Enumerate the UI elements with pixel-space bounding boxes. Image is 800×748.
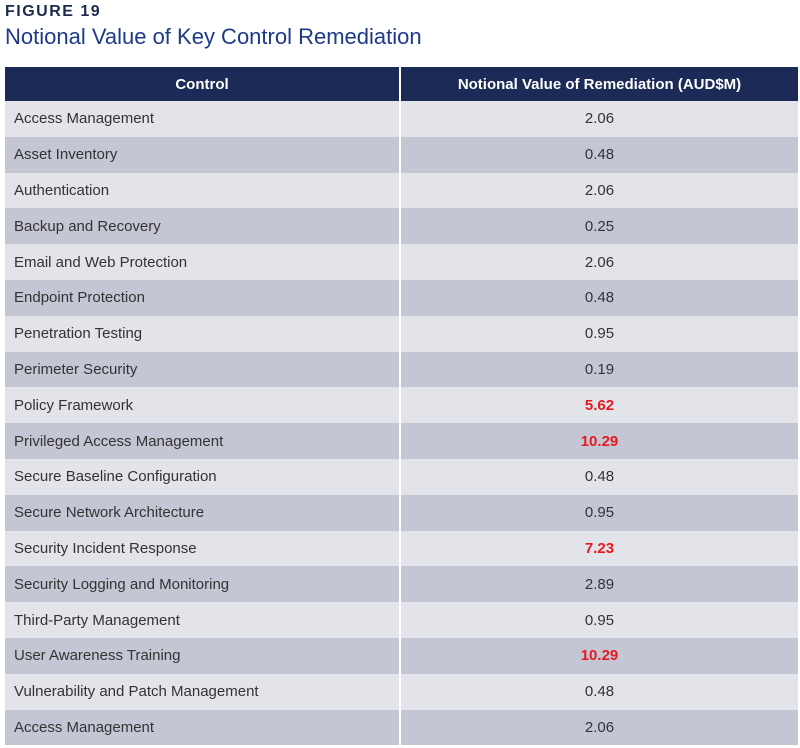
value-cell: 0.95: [400, 315, 798, 352]
control-cell: Secure Network Architecture: [5, 494, 401, 531]
table-body: Access Management 2.06 Asset Inventory 0.48…: [5, 101, 798, 746]
table-row: Vulnerability and Patch Management 0.48: [5, 673, 798, 710]
value-cell: 2.06: [400, 101, 798, 137]
table-row: Penetration Testing 0.95: [5, 315, 798, 352]
value-cell: 2.06: [400, 244, 798, 280]
control-cell: Access Management: [5, 709, 401, 746]
column-header-control: Control: [5, 67, 401, 101]
table-row: Secure Baseline Configuration 0.48: [5, 458, 798, 495]
table-row: Security Logging and Monitoring 2.89: [5, 566, 798, 603]
value-cell: 2.06: [400, 172, 798, 209]
column-header-value: Notional Value of Remediation (AUD$M): [400, 67, 798, 101]
value-cell: 2.06: [400, 709, 798, 746]
control-cell: Security Logging and Monitoring: [5, 566, 401, 603]
control-cell: Policy Framework: [5, 387, 401, 424]
control-cell: Third-Party Management: [5, 602, 401, 638]
value-cell: 0.48: [400, 136, 798, 173]
table-header-row: Control Notional Value of Remediation (A…: [5, 67, 798, 101]
table-row: Privileged Access Management 10.29: [5, 423, 798, 459]
table-row: Access Management 2.06: [5, 101, 798, 137]
value-cell-highlighted: 10.29: [400, 423, 798, 459]
table-row: Third-Party Management 0.95: [5, 602, 798, 638]
table-row: Endpoint Protection 0.48: [5, 279, 798, 316]
table-row: Access Management 2.06: [5, 709, 798, 746]
table-row: Backup and Recovery 0.25: [5, 208, 798, 245]
control-cell: Secure Baseline Configuration: [5, 458, 401, 495]
control-cell: Asset Inventory: [5, 136, 401, 173]
remediation-table: Control Notional Value of Remediation (A…: [5, 67, 798, 746]
value-cell-highlighted: 10.29: [400, 637, 798, 674]
control-cell: Backup and Recovery: [5, 208, 401, 245]
control-cell: Security Incident Response: [5, 530, 401, 567]
value-cell-highlighted: 5.62: [400, 387, 798, 424]
control-cell: Access Management: [5, 101, 401, 137]
table-row: Security Incident Response 7.23: [5, 530, 798, 567]
table-row: Secure Network Architecture 0.95: [5, 494, 798, 531]
control-cell: Endpoint Protection: [5, 279, 401, 316]
value-cell: 0.95: [400, 494, 798, 531]
control-cell: Penetration Testing: [5, 315, 401, 352]
value-cell: 0.95: [400, 602, 798, 638]
control-cell: Email and Web Protection: [5, 244, 401, 280]
value-cell: 0.25: [400, 208, 798, 245]
figure-label: FIGURE 19: [5, 3, 102, 20]
value-cell-highlighted: 7.23: [400, 530, 798, 567]
table-row: Email and Web Protection 2.06: [5, 244, 798, 280]
value-cell: 2.89: [400, 566, 798, 603]
value-cell: 0.48: [400, 279, 798, 316]
value-cell: 0.48: [400, 458, 798, 495]
table-row: Policy Framework 5.62: [5, 387, 798, 424]
control-cell: Authentication: [5, 172, 401, 209]
table-row: Perimeter Security 0.19: [5, 351, 798, 388]
value-cell: 0.48: [400, 673, 798, 710]
value-cell: 0.19: [400, 351, 798, 388]
table-row: User Awareness Training 10.29: [5, 637, 798, 674]
control-cell: Perimeter Security: [5, 351, 401, 388]
figure-title: Notional Value of Key Control Remediatio…: [5, 24, 422, 49]
table-row: Asset Inventory 0.48: [5, 136, 798, 173]
control-cell: Vulnerability and Patch Management: [5, 673, 401, 710]
control-cell: User Awareness Training: [5, 637, 401, 674]
control-cell: Privileged Access Management: [5, 423, 401, 459]
table-row: Authentication 2.06: [5, 172, 798, 209]
